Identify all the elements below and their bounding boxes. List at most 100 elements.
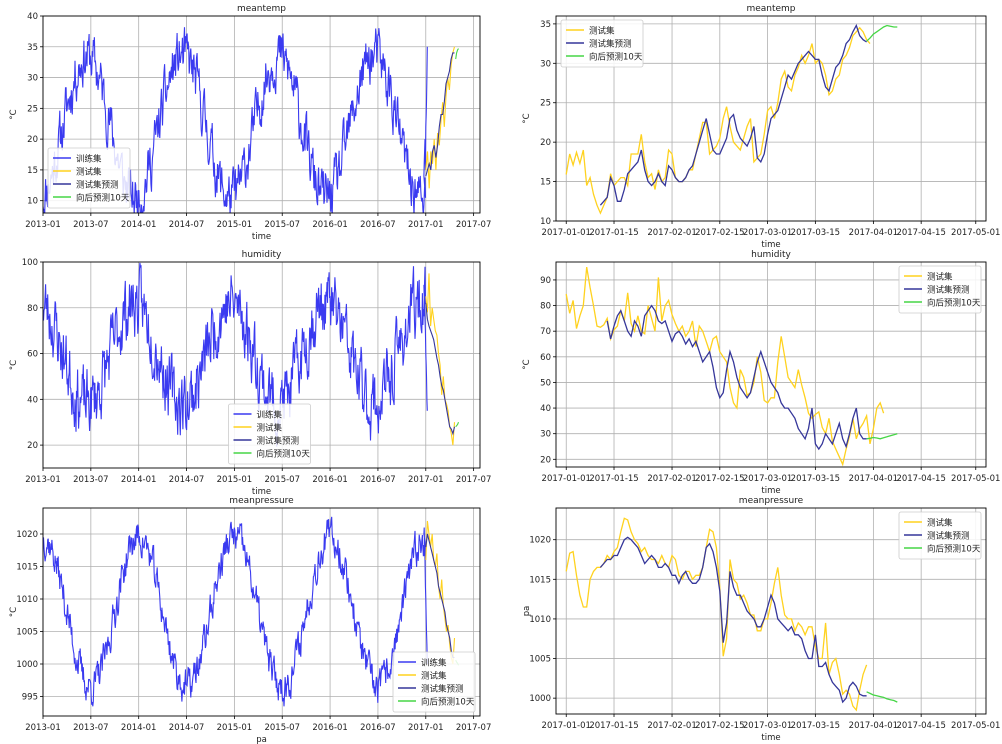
y-axis-label: °C <box>9 607 19 617</box>
legend-label: 测试集 <box>589 26 615 37</box>
x-tick-label: 2017-03-01 <box>743 474 792 484</box>
legend-label: 测试集预测 <box>421 684 464 695</box>
series-line-test_pred <box>425 303 456 436</box>
y-axis-label: °C <box>9 109 19 119</box>
x-tick-label: 2017-02-15 <box>695 474 744 484</box>
x-tick-label: 2017-04-01 <box>849 721 898 731</box>
x-axis-label: time <box>252 487 271 497</box>
x-tick-label: 2014-01 <box>121 723 157 733</box>
chart-title: meanpressure <box>739 496 804 506</box>
x-tick-label: 2017-01-15 <box>589 228 638 238</box>
y-tick-label: 100 <box>22 258 38 268</box>
y-tick-label: 1000 <box>529 694 551 704</box>
y-axis-label: °C <box>522 113 532 123</box>
y-tick-label: 10 <box>540 217 551 227</box>
y-tick-label: 40 <box>540 404 551 414</box>
x-tick-label: 2017-07 <box>456 475 492 485</box>
x-tick-label: 2013-01 <box>25 475 61 485</box>
series-line-test <box>425 46 456 189</box>
y-tick-label: 1000 <box>16 660 38 670</box>
y-tick-label: 20 <box>540 138 551 148</box>
chart-meantemp-full: 2013-01 2013-07 2014-01 2014-07 2015-01 2015-… <box>9 4 491 242</box>
chart-meanpressure-full: 2013-01 2013-07 2014-01 2014-07 2015-01 2015-… <box>9 496 491 744</box>
x-tick-label: 2017-01 <box>408 475 444 485</box>
series-line-forecast <box>866 691 898 703</box>
y-axis-label: °C <box>522 359 532 369</box>
plot-frame <box>42 15 481 214</box>
x-tick-label: 2013-07 <box>73 723 109 733</box>
x-tick-label: 2017-04-15 <box>896 474 945 484</box>
x-tick-label: 2017-04-15 <box>896 721 945 731</box>
y-tick-label: 1010 <box>16 595 38 605</box>
x-tick-label: 2017-05-01 <box>951 228 1000 238</box>
series-line-train <box>43 516 428 707</box>
legend-box <box>47 147 131 209</box>
series-line-forecast <box>866 24 898 42</box>
x-tick-label: 2015-01 <box>217 723 253 733</box>
series-line-test_pred <box>599 536 867 704</box>
y-tick-label: 60 <box>27 350 38 360</box>
x-tick-label: 2017-01 <box>408 723 444 733</box>
x-tick-label: 2014-01 <box>121 475 157 485</box>
chart-title: meantemp <box>237 4 286 14</box>
x-tick-label: 2017-04-15 <box>896 228 945 238</box>
x-tick-label: 2014-07 <box>169 475 205 485</box>
x-axis-label: time <box>761 486 780 496</box>
x-tick-label: 2017-01-15 <box>589 721 638 731</box>
y-tick-label: 10 <box>27 197 38 207</box>
legend-box <box>392 651 476 713</box>
x-tick-label: 2015-01 <box>217 475 253 485</box>
x-tick-label: 2017-01-01 <box>542 721 591 731</box>
legend-label: 测试集 <box>257 423 283 434</box>
series-line-test_pred <box>606 304 867 451</box>
legend-label: 训练集 <box>76 154 102 165</box>
x-tick-label: 2017-03-01 <box>743 721 792 731</box>
x-axis-label: pa <box>256 735 267 744</box>
y-tick-label: 1020 <box>529 536 551 546</box>
y-tick-label: 25 <box>27 104 38 114</box>
y-tick-label: 90 <box>540 276 551 286</box>
y-tick-label: 1010 <box>529 615 551 625</box>
x-tick-label: 2017-03-15 <box>791 474 840 484</box>
series-line-train <box>43 262 428 447</box>
legend-label: 训练集 <box>257 410 283 421</box>
legend-label: 测试集 <box>927 518 953 529</box>
y-tick-label: 35 <box>540 20 551 30</box>
legend-label: 测试集 <box>421 671 447 682</box>
x-tick-label: 2017-01-15 <box>589 474 638 484</box>
y-tick-label: 1015 <box>16 563 38 573</box>
x-axis-label: time <box>761 733 780 743</box>
x-tick-label: 2014-01 <box>121 220 157 230</box>
legend-label: 测试集 <box>76 167 102 178</box>
y-tick-label: 30 <box>540 59 551 69</box>
x-tick-label: 2013-07 <box>73 220 109 230</box>
x-tick-label: 2017-04-01 <box>849 228 898 238</box>
x-tick-label: 2017-03-15 <box>791 721 840 731</box>
y-tick-label: 15 <box>27 166 38 176</box>
legend-label: 向后预测10天 <box>589 52 643 63</box>
y-tick-label: 995 <box>22 693 38 703</box>
series-line-forecast <box>455 48 459 60</box>
y-tick-label: 70 <box>540 327 551 337</box>
x-tick-label: 2015-07 <box>264 220 300 230</box>
x-tick-label: 2015-01 <box>217 220 253 230</box>
x-tick-label: 2016-07 <box>360 723 396 733</box>
x-axis-label: time <box>252 232 271 242</box>
y-tick-label: 60 <box>540 353 551 363</box>
x-tick-label: 2015-07 <box>264 723 300 733</box>
x-tick-label: 2017-03-15 <box>791 228 840 238</box>
chart-title: humidity <box>242 250 282 260</box>
y-tick-label: 50 <box>540 378 551 388</box>
x-tick-label: 2017-04-01 <box>849 474 898 484</box>
x-tick-label: 2016-07 <box>360 220 396 230</box>
y-tick-label: 1005 <box>529 655 551 665</box>
y-tick-label: 1020 <box>16 530 38 540</box>
y-tick-label: 80 <box>540 302 551 312</box>
y-tick-label: 20 <box>540 455 551 465</box>
chart-humidity-full: 2013-01 2013-07 2014-01 2014-07 2015-01 2015-… <box>9 250 491 497</box>
series-line-test <box>565 517 868 712</box>
x-tick-label: 2015-07 <box>264 475 300 485</box>
series-line-test_pred <box>599 23 867 206</box>
